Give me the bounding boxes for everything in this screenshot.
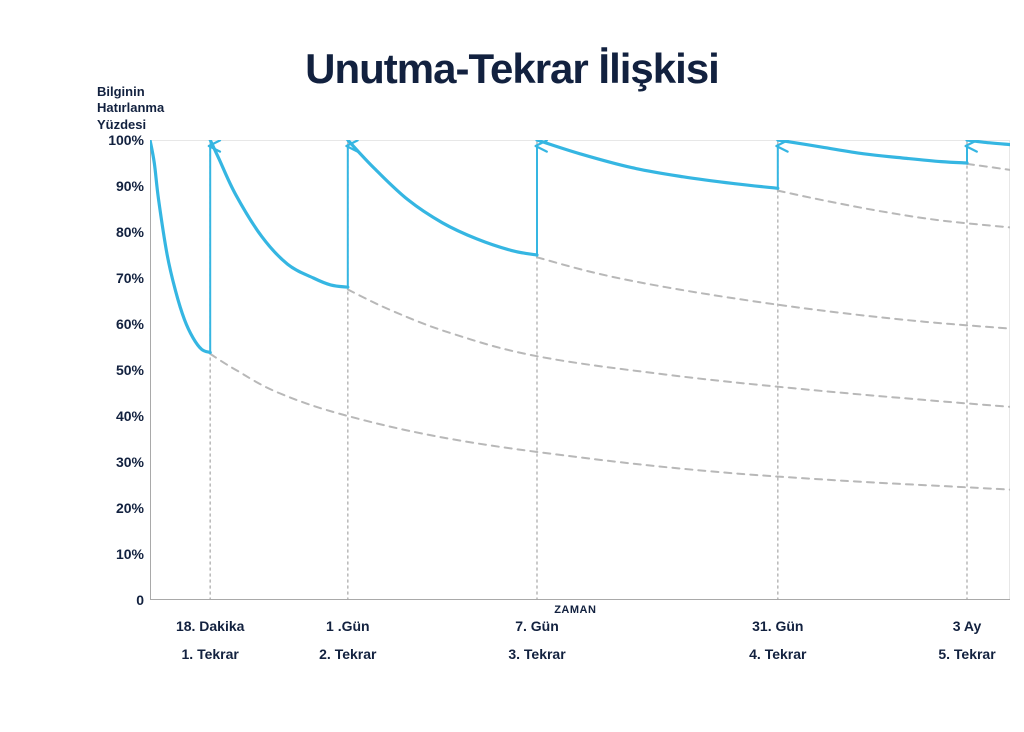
x-tick-label-time: 3 Ay xyxy=(953,618,982,634)
y-tick-label: 10% xyxy=(116,546,150,562)
chart-svg xyxy=(150,140,1010,600)
y-tick-label: 70% xyxy=(116,270,150,286)
y-axis-label: BilgininHatırlanmaYüzdesi xyxy=(97,84,164,133)
y-tick-label: 80% xyxy=(116,224,150,240)
y-tick-label: 100% xyxy=(108,132,150,148)
x-tick-label-time: 18. Dakika xyxy=(176,618,245,634)
x-tick-label-time: 31. Gün xyxy=(752,618,803,634)
y-tick-label: 0 xyxy=(136,592,150,608)
x-tick-label-repeat: 5. Tekrar xyxy=(938,646,995,662)
y-tick-label: 40% xyxy=(116,408,150,424)
x-tick-label-repeat: 4. Tekrar xyxy=(749,646,806,662)
x-tick-label-time: 1 .Gün xyxy=(326,618,370,634)
x-axis-label: ZAMAN xyxy=(554,604,596,616)
plot-area: 010%20%30%40%50%60%70%80%90%100%18. Daki… xyxy=(150,140,1010,600)
x-tick-label-repeat: 1. Tekrar xyxy=(182,646,239,662)
y-tick-label: 20% xyxy=(116,500,150,516)
x-tick-label-repeat: 3. Tekrar xyxy=(508,646,565,662)
x-tick-label-repeat: 2. Tekrar xyxy=(319,646,376,662)
y-tick-label: 50% xyxy=(116,362,150,378)
y-tick-label: 90% xyxy=(116,178,150,194)
y-tick-label: 60% xyxy=(116,316,150,332)
chart-container: Unutma-Tekrar İlişkisi BilgininHatırlanm… xyxy=(0,0,1024,732)
x-tick-label-time: 7. Gün xyxy=(515,618,559,634)
y-tick-label: 30% xyxy=(116,454,150,470)
